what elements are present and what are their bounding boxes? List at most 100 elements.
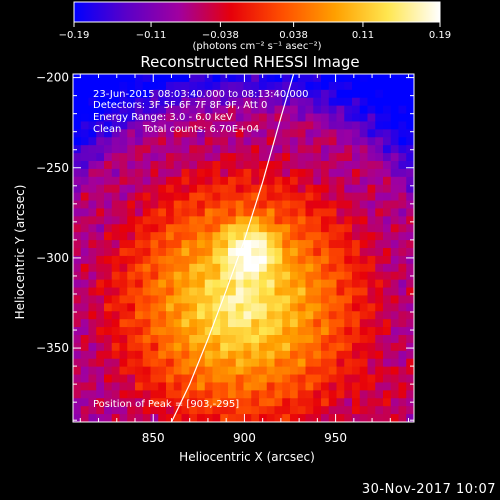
heatmap-cell [251,279,260,289]
heatmap-cell [228,279,237,289]
heatmap-cell [251,335,260,344]
heatmap-cell [158,200,167,210]
heatmap-cell [359,208,369,217]
heatmap-cell [406,390,414,399]
heatmap-cell [135,248,144,257]
heatmap-cell [197,263,206,273]
heatmap-cell [228,200,237,210]
heatmap-cell [80,232,90,241]
heatmap-cell [383,263,392,273]
heatmap-cell [398,161,407,170]
heatmap-cell [243,232,252,241]
heatmap-cell [336,137,345,146]
heatmap-cell [189,374,198,384]
heatmap-cell [282,295,291,304]
heatmap-cell [375,319,384,328]
heatmap-cell [383,295,392,304]
heatmap-cell [251,192,260,202]
heatmap-cell [119,153,128,162]
heatmap-cell [158,74,167,83]
heatmap-cell [359,192,369,202]
heatmap-cell [96,342,105,352]
heatmap-cell [367,129,376,138]
heatmap-cell [212,176,221,186]
heatmap-cell [259,406,268,415]
heatmap-cell [367,295,376,304]
heatmap-cell [282,287,291,297]
heatmap-cell [305,295,314,304]
heatmap-cell [313,382,322,391]
heatmap-cell [336,121,345,130]
heatmap-cell [158,240,167,249]
heatmap-cell [197,311,206,320]
heatmap-cell [127,414,136,422]
heatmap-cell [181,153,190,162]
heatmap-cell [359,216,369,225]
heatmap-cell [266,192,276,202]
heatmap-cell [344,168,353,178]
heatmap-cell [142,208,152,217]
heatmap-cell [367,240,376,249]
heatmap-cell [375,342,384,352]
heatmap-cell [166,303,175,312]
heatmap-cell [228,74,237,83]
heatmap-cell [321,224,330,233]
heatmap-cell [313,129,322,138]
heatmap-cell [204,137,214,146]
heatmap-cell [197,216,206,225]
heatmap-cell [228,121,237,130]
heatmap-cell [352,74,361,83]
heatmap-cell [290,240,299,249]
heatmap-cell [367,74,376,83]
heatmap-cell [212,295,221,304]
heatmap-cell [88,208,97,217]
heatmap-cell [173,240,183,249]
heatmap-cell [73,113,82,123]
heatmap-cell [266,287,276,297]
heatmap-cell [181,279,190,289]
heatmap-cell [406,414,414,422]
heatmap-cell [197,279,206,289]
heatmap-cell [352,335,361,344]
heatmap-cell [344,295,353,304]
heatmap-cell [166,232,175,241]
heatmap-cell [274,105,283,115]
heatmap-cell [150,200,159,210]
heatmap-cell [243,382,252,391]
heatmap-cell [197,74,206,83]
heatmap-cell [212,248,221,257]
heatmap-cell [398,406,407,415]
heatmap-cell [135,255,144,265]
heatmap-cell [173,113,183,123]
heatmap-cell [204,129,214,138]
heatmap-cell [111,271,121,281]
heatmap-cell [336,414,345,422]
heatmap-cell [375,263,384,273]
heatmap-cell [398,121,407,130]
heatmap-cell [344,414,353,422]
heatmap-cell [104,358,113,368]
heatmap-cell [220,358,229,368]
heatmap-cell [119,382,128,391]
heatmap-cell [235,303,245,312]
heatmap-cell [204,327,214,336]
heatmap-cell [88,350,97,360]
heatmap-cell [406,184,414,194]
heatmap-cell [243,121,252,130]
heatmap-cell [150,240,159,249]
heatmap-cell [220,311,229,320]
heatmap-cell [352,374,361,384]
heatmap-cell [119,303,128,312]
heatmap-cell [166,390,175,399]
heatmap-cell [80,414,90,422]
heatmap-cell [212,342,221,352]
heatmap-cell [235,105,245,115]
heatmap-cell [336,382,345,391]
heatmap-cell [375,129,384,138]
heatmap-cell [266,382,276,391]
heatmap-cell [228,303,237,312]
heatmap-cell [266,232,276,241]
heatmap-cell [274,327,283,336]
heatmap-cell [282,113,291,123]
heatmap-cell [150,161,159,170]
